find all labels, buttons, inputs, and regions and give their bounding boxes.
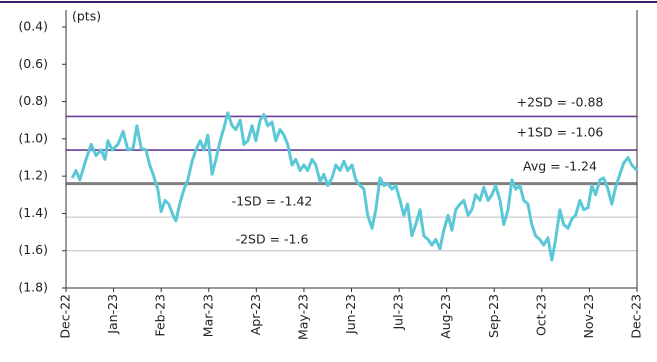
y-tick-label: (1.2) xyxy=(18,168,48,183)
y-tick-label: (0.6) xyxy=(18,56,48,71)
y-tick-label: (1.8) xyxy=(18,280,48,295)
reference-label: -2SD = -1.6 xyxy=(236,232,309,247)
y-tick-label: (0.8) xyxy=(18,93,48,108)
x-tick-label: Apr-23 xyxy=(248,294,263,335)
x-tick-label: Dec-23 xyxy=(629,294,644,339)
x-tick-label: Dec-22 xyxy=(58,294,73,339)
x-tick-label: May-23 xyxy=(295,294,310,340)
reference-label: -1SD = -1.42 xyxy=(232,194,313,209)
x-tick-label: Mar-23 xyxy=(200,294,215,337)
y-tick-label: (1.0) xyxy=(18,130,48,145)
reference-label: +1SD = -1.06 xyxy=(517,125,604,140)
x-tick-label: Oct-23 xyxy=(533,294,548,336)
reference-label: Avg = -1.24 xyxy=(523,159,597,174)
x-tick-label: Nov-23 xyxy=(581,294,596,338)
y-tick-label: (0.4) xyxy=(18,19,48,34)
x-tick-label: Sep-23 xyxy=(486,294,501,338)
x-tick-label: Feb-23 xyxy=(153,294,168,337)
reference-label: +2SD = -0.88 xyxy=(517,95,604,110)
y-axis-label: (pts) xyxy=(72,9,101,24)
x-tick-label: Jan-23 xyxy=(105,294,120,335)
x-tick-label: Jun-23 xyxy=(343,294,358,335)
y-tick-label: (1.6) xyxy=(18,242,48,257)
series-line xyxy=(70,111,639,262)
x-tick-label: Jul-23 xyxy=(391,294,406,331)
y-tick-label: (1.4) xyxy=(18,205,48,220)
x-tick-label: Aug-23 xyxy=(438,294,453,339)
